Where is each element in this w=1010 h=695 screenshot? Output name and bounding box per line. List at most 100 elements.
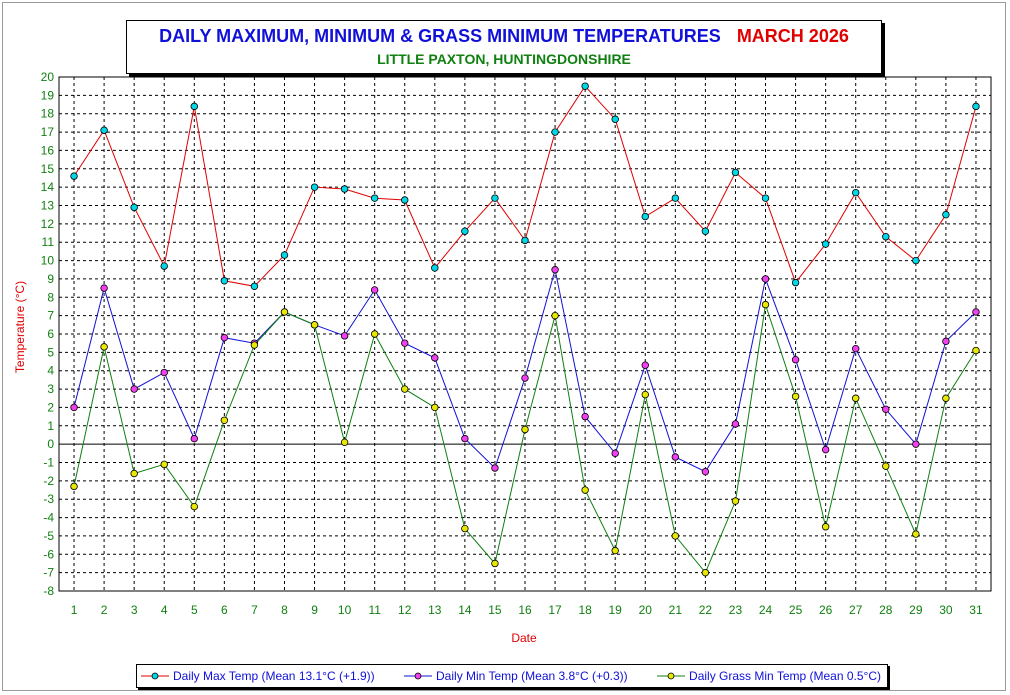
x-tick-label: 15 bbox=[488, 603, 502, 617]
data-point-max bbox=[581, 82, 589, 90]
x-tick-label: 14 bbox=[458, 603, 472, 617]
data-point-min bbox=[912, 440, 920, 448]
data-point-min bbox=[130, 385, 138, 393]
data-point-max bbox=[130, 203, 138, 212]
y-tick-label: -1 bbox=[43, 456, 54, 470]
x-tick-label: 6 bbox=[221, 603, 228, 617]
data-point-max bbox=[70, 172, 78, 180]
data-point-max bbox=[340, 185, 349, 193]
data-point-max bbox=[942, 210, 950, 219]
x-tick-label: 19 bbox=[609, 603, 623, 617]
chart-month: MARCH 2026 bbox=[736, 26, 849, 46]
x-axis-label: Date bbox=[511, 631, 537, 645]
x-tick-label: 26 bbox=[819, 603, 833, 617]
y-tick-label: -5 bbox=[43, 529, 54, 543]
data-point-grass bbox=[671, 532, 680, 540]
data-point-grass bbox=[280, 308, 289, 316]
data-point-max bbox=[641, 212, 649, 221]
data-point-grass bbox=[130, 469, 138, 478]
data-point-max bbox=[912, 256, 920, 265]
data-point-min bbox=[521, 374, 529, 382]
data-point-grass bbox=[611, 546, 619, 555]
x-tick-label: 16 bbox=[518, 603, 532, 617]
data-point-max bbox=[821, 240, 830, 248]
data-point-grass bbox=[461, 524, 469, 533]
x-tick-label: 23 bbox=[729, 603, 743, 617]
data-point-max bbox=[761, 194, 770, 202]
x-tick-label: 31 bbox=[969, 603, 983, 617]
data-point-grass bbox=[70, 482, 78, 491]
data-point-grass bbox=[491, 559, 499, 568]
data-point-max bbox=[461, 227, 469, 235]
y-tick-label: 20 bbox=[41, 70, 55, 84]
x-tick-label: 9 bbox=[311, 603, 318, 617]
x-tick-label: 17 bbox=[548, 603, 562, 617]
data-point-grass bbox=[340, 438, 349, 447]
y-tick-label: 17 bbox=[41, 125, 55, 139]
data-point-max bbox=[852, 188, 860, 197]
data-point-min bbox=[370, 286, 379, 294]
data-point-min bbox=[551, 266, 559, 274]
data-point-min bbox=[882, 405, 890, 413]
data-point-grass bbox=[431, 403, 439, 412]
data-point-max bbox=[701, 227, 710, 235]
data-point-min bbox=[852, 344, 860, 353]
title-line: DAILY MAXIMUM, MINIMUM & GRASS MINIMUM T… bbox=[127, 26, 881, 47]
x-tick-label: 21 bbox=[669, 603, 683, 617]
x-tick-label: 8 bbox=[281, 603, 288, 617]
data-point-grass bbox=[912, 530, 920, 538]
data-point-max bbox=[731, 168, 740, 177]
data-point-min bbox=[70, 403, 78, 412]
y-tick-label: 16 bbox=[41, 143, 55, 157]
x-tick-label: 18 bbox=[578, 603, 592, 617]
data-point-min bbox=[791, 356, 800, 364]
x-tick-label: 13 bbox=[428, 603, 442, 617]
x-tick-label: 10 bbox=[338, 603, 352, 617]
x-tick-label: 11 bbox=[368, 603, 381, 617]
legend-label-min: Daily Min Temp (Mean 3.8°C (+0.3)) bbox=[436, 669, 628, 683]
y-tick-label: -6 bbox=[43, 547, 54, 561]
x-tick-label: 22 bbox=[699, 603, 713, 617]
legend-swatch-min bbox=[404, 672, 433, 680]
data-point-grass bbox=[370, 330, 379, 338]
y-tick-label: 5 bbox=[47, 345, 54, 359]
legend-label-max: Daily Max Temp (Mean 13.1°C (+1.9)) bbox=[173, 669, 375, 683]
y-tick-label: 6 bbox=[47, 327, 54, 341]
data-point-max bbox=[611, 115, 619, 123]
y-tick-label: -3 bbox=[43, 492, 54, 506]
data-point-max bbox=[882, 233, 890, 241]
legend-swatch-max bbox=[141, 672, 169, 680]
data-point-min bbox=[461, 434, 469, 443]
data-point-grass bbox=[972, 346, 980, 355]
data-point-grass bbox=[761, 300, 770, 309]
data-point-min bbox=[220, 333, 229, 342]
x-tick-label: 4 bbox=[161, 603, 168, 617]
data-point-min bbox=[100, 284, 108, 292]
x-tick-label: 5 bbox=[191, 603, 198, 617]
y-tick-label: 0 bbox=[47, 437, 54, 451]
data-point-max bbox=[521, 236, 529, 245]
x-tick-label: 3 bbox=[131, 603, 138, 617]
y-tick-label: 2 bbox=[47, 400, 54, 414]
chart-title: DAILY MAXIMUM, MINIMUM & GRASS MINIMUM T… bbox=[159, 26, 721, 46]
data-point-max bbox=[220, 277, 229, 285]
data-point-min bbox=[731, 420, 740, 428]
data-point-min bbox=[671, 453, 680, 461]
y-tick-label: 15 bbox=[41, 162, 55, 176]
y-tick-label: 4 bbox=[47, 364, 54, 378]
data-point-grass bbox=[220, 416, 229, 424]
data-point-grass bbox=[731, 497, 740, 505]
chart-subtitle: LITTLE PAXTON, HUNTINGDONSHIRE bbox=[377, 51, 631, 67]
data-point-min bbox=[491, 464, 499, 472]
data-point-max bbox=[491, 194, 499, 202]
data-point-max bbox=[100, 126, 108, 134]
x-tick-label: 2 bbox=[101, 603, 108, 617]
data-point-grass bbox=[701, 568, 710, 577]
data-point-grass bbox=[521, 425, 529, 434]
x-tick-label: 20 bbox=[639, 603, 653, 617]
data-point-min bbox=[972, 308, 980, 316]
x-tick-label: 1 bbox=[71, 603, 78, 617]
legend: Daily Max Temp (Mean 13.1°C (+1.9)) Dail… bbox=[136, 664, 888, 688]
legend-item-min: Daily Min Temp (Mean 3.8°C (+0.3)) bbox=[404, 669, 628, 683]
